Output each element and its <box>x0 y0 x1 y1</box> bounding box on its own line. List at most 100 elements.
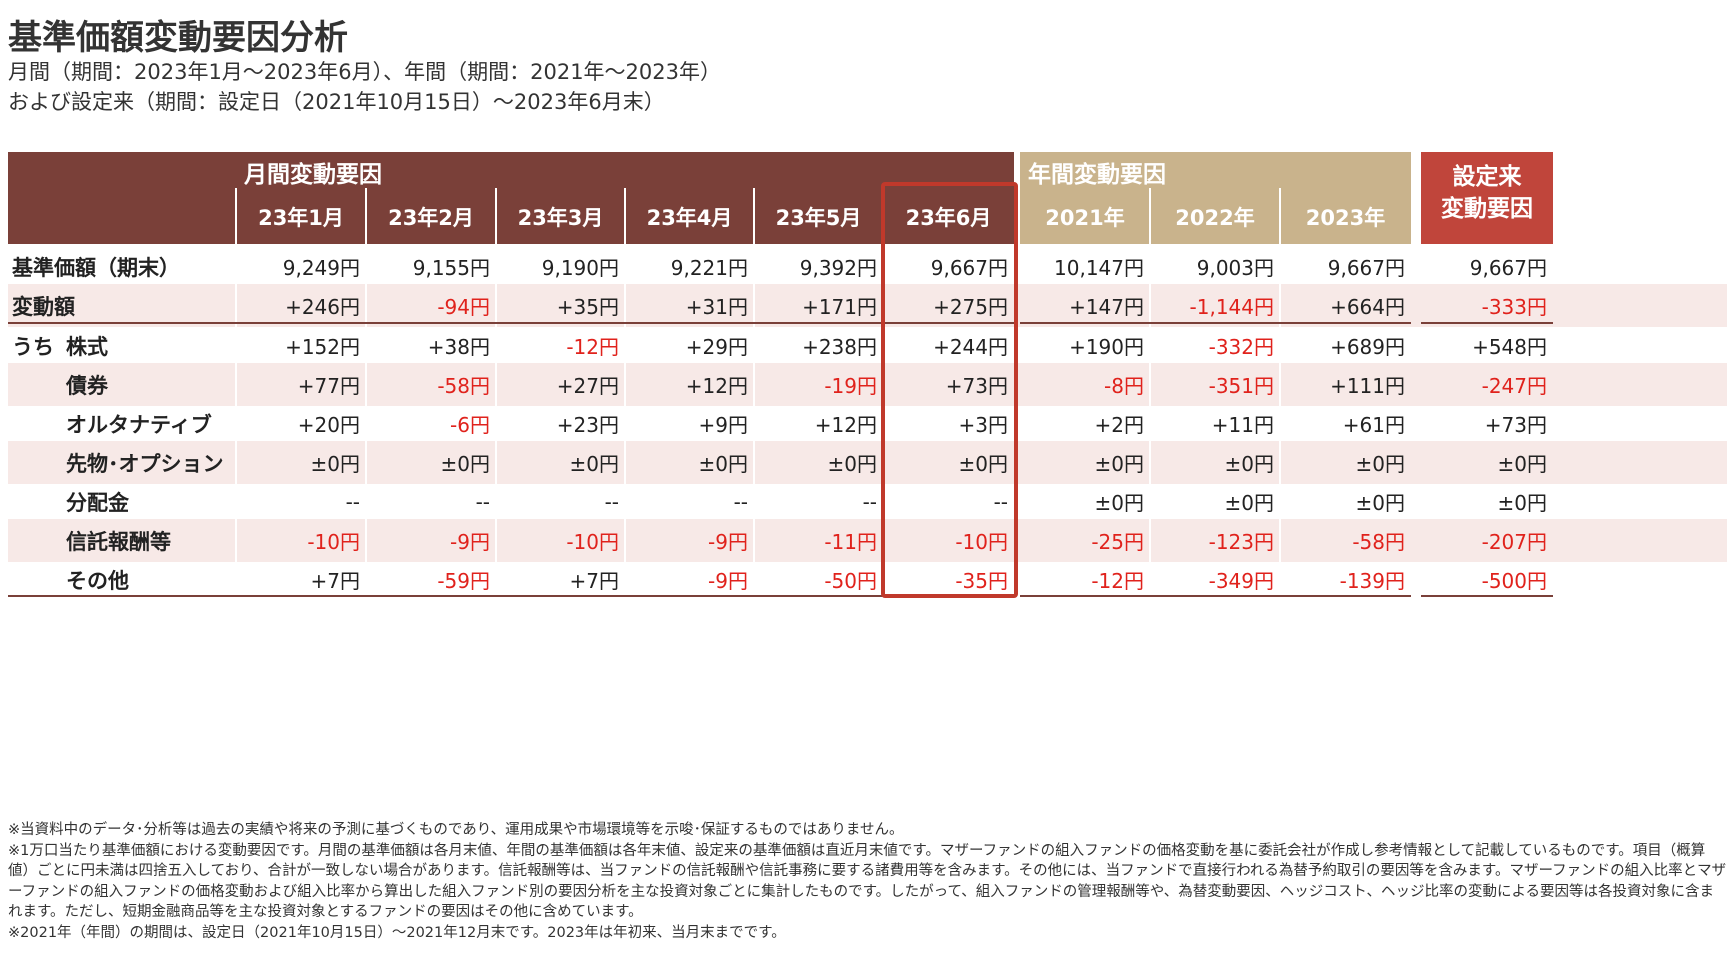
table-rule <box>8 595 1014 597</box>
table-cell: ±0円 <box>958 452 1008 476</box>
annual-header-block <box>1020 152 1411 244</box>
row-shading <box>8 441 1727 484</box>
table-cell: ±0円 <box>1094 452 1144 476</box>
table-cell: ±0円 <box>698 452 748 476</box>
table-cell: -6円 <box>450 413 490 437</box>
table-cell: +12円 <box>814 413 877 437</box>
column-header: 23年3月 <box>517 206 604 230</box>
table-cell: +238円 <box>802 335 877 359</box>
table-cell: +73円 <box>945 374 1008 398</box>
table-cell: -- <box>993 489 1008 514</box>
table-cell: -10円 <box>566 530 619 554</box>
table-cell: -139円 <box>1339 569 1405 593</box>
row-label: その他 <box>66 569 129 593</box>
annual-header-label: 年間変動要因 <box>1028 162 1166 188</box>
column-header: 23年5月 <box>775 206 862 230</box>
table-cell: +27円 <box>556 374 619 398</box>
table-cell: -9円 <box>708 530 748 554</box>
column-separator <box>1149 188 1151 244</box>
table-cell: 9,003円 <box>1196 256 1274 280</box>
monthly-header-label: 月間変動要因 <box>244 162 382 188</box>
table-cell: 10,147円 <box>1054 256 1144 280</box>
column-header: 23年1月 <box>258 206 344 230</box>
table-cell: ±0円 <box>1497 491 1547 515</box>
table-cell: -333円 <box>1481 295 1547 319</box>
uchi-label: うち <box>12 335 54 359</box>
table-cell: -- <box>475 489 490 514</box>
row-label: 基準価額（期末） <box>12 256 180 280</box>
table-cell: ±0円 <box>1355 491 1405 515</box>
table-cell: +9円 <box>698 413 748 437</box>
inception-header-label-1: 設定来 <box>1452 164 1522 190</box>
table-cell: +3円 <box>958 413 1008 437</box>
table-rule <box>8 322 1014 324</box>
footnote-1: ※当資料中のデータ･分析等は過去の実績や将来の予測に基づくものであり、運用成果や… <box>8 822 904 838</box>
table-cell: -349円 <box>1208 569 1274 593</box>
column-separator <box>1279 245 1281 597</box>
table-cell: +171円 <box>802 295 877 319</box>
page-subtitle-line-2: および設定来（期間：設定日（2021年10月15日）～2023年6月末） <box>8 90 665 114</box>
table-cell: +73円 <box>1484 413 1547 437</box>
table-cell: -247円 <box>1481 374 1547 398</box>
table-cell: +275円 <box>933 295 1008 319</box>
column-header: 23年4月 <box>646 206 733 230</box>
table-cell: -- <box>345 489 360 514</box>
table-cell: 9,667円 <box>1469 256 1547 280</box>
column-separator <box>1279 188 1281 244</box>
column-separator <box>235 245 237 597</box>
footnotes: ※当資料中のデータ･分析等は過去の実績や将来の予測に基づくものであり、運用成果や… <box>8 820 1727 943</box>
table-cell: +689円 <box>1330 335 1405 359</box>
table-cell: ±0円 <box>1497 452 1547 476</box>
table-cell: -332円 <box>1208 335 1274 359</box>
inception-header-label-2: 変動要因 <box>1441 196 1533 222</box>
table-cell: +23円 <box>556 413 619 437</box>
table-cell: 9,392円 <box>799 256 877 280</box>
table-cell: +31円 <box>685 295 748 319</box>
table-cell: ±0円 <box>1224 452 1274 476</box>
table-cell: -500円 <box>1481 569 1547 593</box>
table-cell: +664円 <box>1330 295 1405 319</box>
table-cell: +35円 <box>556 295 619 319</box>
column-separator <box>624 245 626 597</box>
table-cell: 9,249円 <box>282 256 360 280</box>
table-rule <box>1421 595 1553 597</box>
table-cell: -58円 <box>437 374 490 398</box>
column-header: 2022年 <box>1175 206 1255 230</box>
table-cell: +12円 <box>685 374 748 398</box>
table-cell: -8円 <box>1104 374 1144 398</box>
table-cell: +190円 <box>1069 335 1144 359</box>
table-cell: -12円 <box>1091 569 1144 593</box>
table-cell: -- <box>733 489 748 514</box>
table-cell: ±0円 <box>1224 491 1274 515</box>
footnote-3: ※2021年（年間）の期間は、設定日（2021年10月15日）～2021年12月… <box>8 924 786 941</box>
table-cell: +548円 <box>1472 335 1547 359</box>
table-cell: +61円 <box>1342 413 1405 437</box>
row-label: 株式 <box>66 335 108 359</box>
table-cell: 9,155円 <box>412 256 490 280</box>
column-separator <box>624 188 626 244</box>
table-cell: +7円 <box>310 569 360 593</box>
column-separator <box>235 188 237 244</box>
row-shading <box>8 363 1727 406</box>
table-cell: -12円 <box>566 335 619 359</box>
table-cell: -9円 <box>708 569 748 593</box>
row-label: 信託報酬等 <box>66 530 171 554</box>
table-cell: -10円 <box>307 530 360 554</box>
row-label: 先物･オプション <box>66 452 224 476</box>
table-cell: +111円 <box>1330 374 1405 398</box>
table-cell: ±0円 <box>827 452 877 476</box>
table-cell: -1,144円 <box>1189 295 1274 319</box>
table-cell: 9,667円 <box>1327 256 1405 280</box>
table-cell: ±0円 <box>569 452 619 476</box>
column-separator <box>1149 245 1151 597</box>
footnote-2: ※1万口当たり基準価額における変動要因です。月間の基準価額は各月末値、年間の基準… <box>8 842 1727 921</box>
table-cell: +77円 <box>297 374 360 398</box>
table-cell: -50円 <box>824 569 877 593</box>
table-cell: ±0円 <box>310 452 360 476</box>
table-cell: -10円 <box>955 530 1008 554</box>
table-cell: -11円 <box>824 530 877 554</box>
table-cell: ±0円 <box>1355 452 1405 476</box>
column-header: 23年6月 <box>905 206 992 230</box>
table-cell: -9円 <box>450 530 490 554</box>
column-header: 23年2月 <box>388 206 474 230</box>
